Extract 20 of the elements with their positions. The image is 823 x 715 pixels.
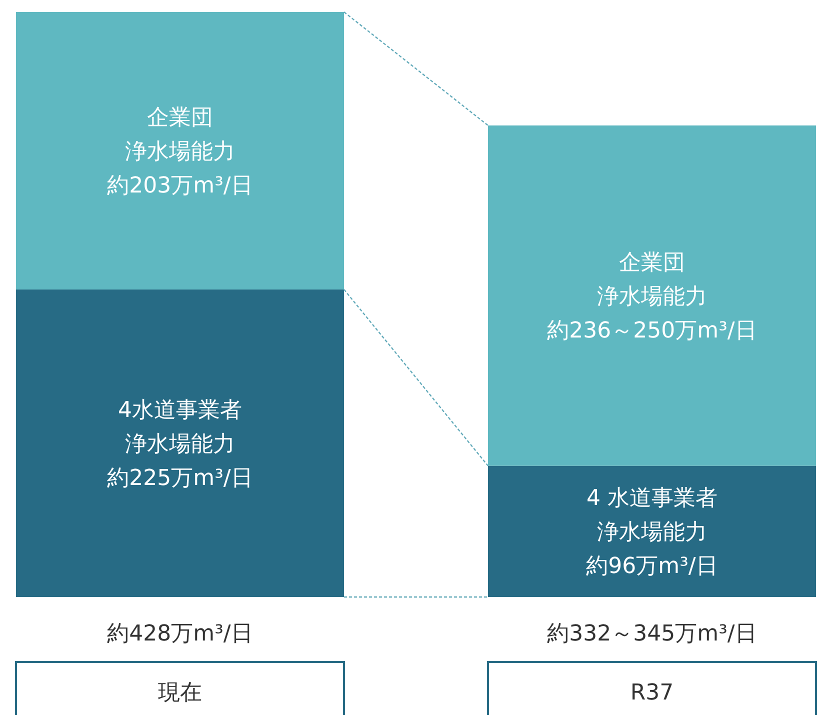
bar <box>488 466 816 597</box>
bar <box>16 12 344 290</box>
data-label: 約225万m³/日 <box>107 466 253 491</box>
x-tick-label: 現在 <box>158 680 202 706</box>
data-label: 約203万m³/日 <box>107 173 253 198</box>
bar <box>16 289 344 597</box>
total-label: 約332～345万m³/日 <box>547 622 757 647</box>
annotation: 企業団 <box>619 250 685 276</box>
data-label: 約96万m³/日 <box>586 554 718 580</box>
annotation: 浄水場能力 <box>597 284 707 310</box>
data-label: 約236～250万m³/日 <box>547 318 757 344</box>
annotation: 浄水場能力 <box>125 432 235 457</box>
bar <box>488 125 816 466</box>
annotation: 4水道事業者 <box>118 398 242 423</box>
annotation: 浄水場能力 <box>597 520 707 546</box>
annotation: 4 水道事業者 <box>586 486 718 512</box>
annotation: 浄水場能力 <box>125 139 235 164</box>
total-label: 約428万m³/日 <box>107 622 253 647</box>
x-tick-label: R37 <box>630 680 674 706</box>
annotation: 企業団 <box>147 105 213 130</box>
